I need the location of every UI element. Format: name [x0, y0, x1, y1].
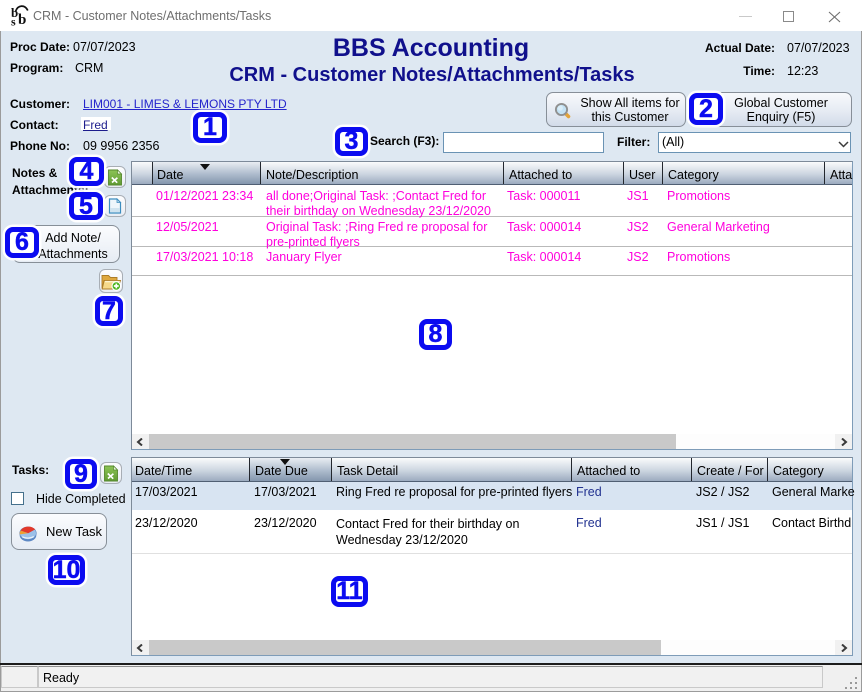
svg-text:b: b — [18, 12, 26, 28]
svg-text:s: s — [11, 15, 16, 29]
svg-text:b: b — [11, 5, 18, 20]
